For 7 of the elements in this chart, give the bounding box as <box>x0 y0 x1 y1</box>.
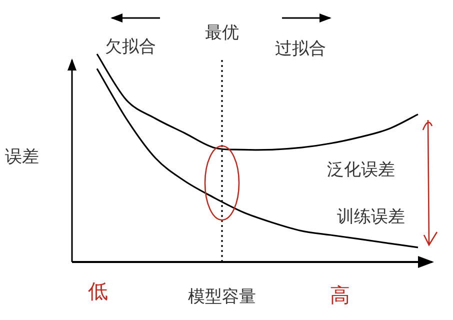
text: 最优 <box>205 23 239 43</box>
x-axis-title: 模型容量 <box>188 287 256 307</box>
y-axis-title: 误差 <box>5 147 39 167</box>
text: 低 <box>88 279 108 303</box>
annotation: 过拟合 <box>275 39 326 59</box>
text: 高 <box>330 283 350 307</box>
annotation: 欠拟合 <box>105 37 156 57</box>
